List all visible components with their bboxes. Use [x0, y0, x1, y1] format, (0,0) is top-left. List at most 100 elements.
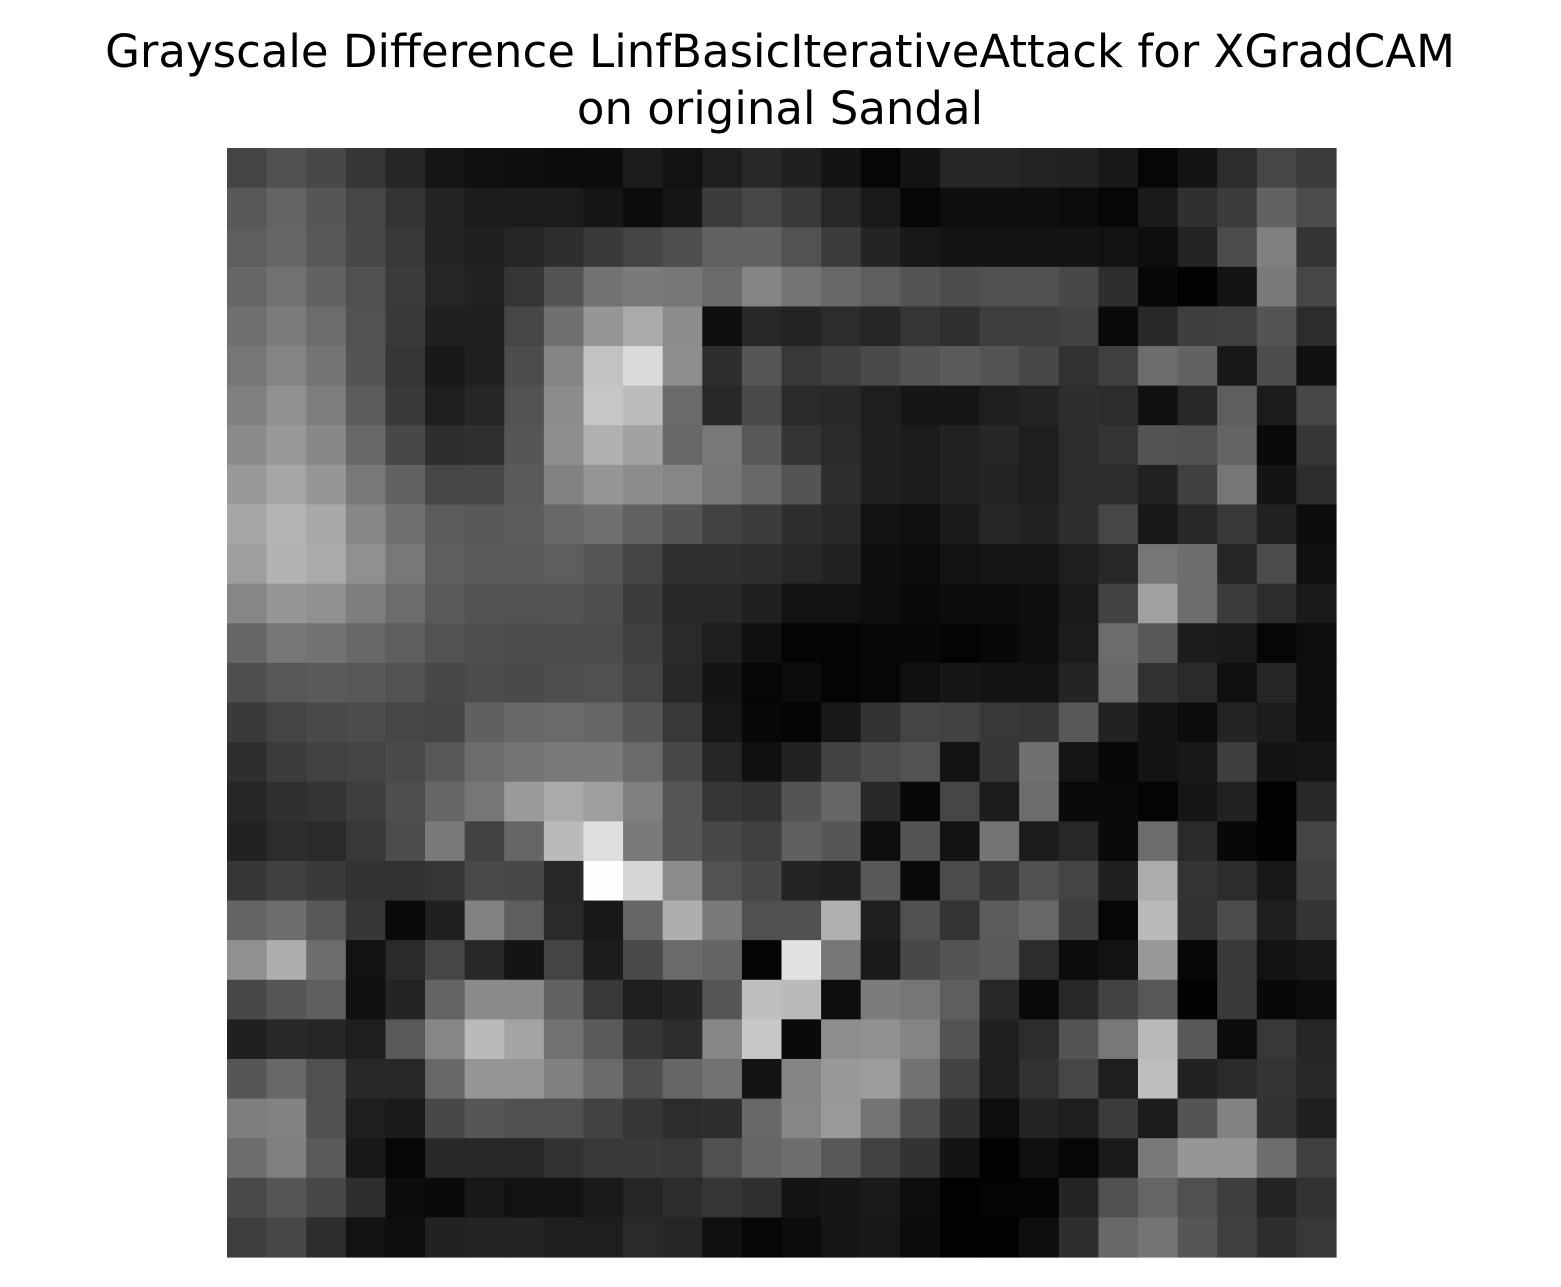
heatmap-cell-r4-c18 [939, 306, 981, 347]
heatmap-cell-r12-c5 [425, 623, 466, 664]
heatmap-cell-r25-c6 [464, 1138, 505, 1179]
heatmap-cell-r12-c23 [1137, 623, 1179, 664]
heatmap-cell-r24-c3 [345, 1098, 387, 1139]
heatmap-cell-r27-c19 [979, 1217, 1020, 1258]
heatmap-cell-r5-c19 [979, 346, 1020, 387]
heatmap-cell-r4-c27 [1296, 306, 1337, 347]
heatmap-cell-r8-c7 [504, 464, 545, 506]
heatmap-cell-r10-c0 [227, 544, 268, 585]
heatmap-cell-r8-c27 [1296, 464, 1337, 506]
heatmap-cell-r26-c13 [741, 1177, 783, 1218]
heatmap-cell-r18-c25 [1217, 860, 1258, 902]
heatmap-cell-r15-c21 [1058, 742, 1099, 783]
heatmap-cell-r6-c15 [821, 385, 862, 426]
heatmap-cell-r2-c6 [464, 227, 505, 268]
heatmap-cell-r0-c16 [860, 148, 901, 189]
heatmap-cell-r21-c12 [702, 979, 743, 1020]
heatmap-cell-r16-c4 [385, 781, 426, 822]
heatmap-cell-r15-c10 [623, 742, 664, 783]
heatmap-cell-r13-c1 [266, 662, 307, 704]
heatmap-cell-r1-c24 [1177, 187, 1218, 228]
heatmap-cell-r2-c7 [504, 227, 545, 268]
heatmap-cell-r23-c14 [781, 1058, 822, 1100]
heatmap-cell-r11-c17 [900, 583, 941, 624]
heatmap-cell-r8-c18 [939, 464, 981, 506]
heatmap-cell-r17-c18 [939, 821, 981, 862]
heatmap-cell-r18-c12 [702, 860, 743, 902]
heatmap-cell-r23-c11 [662, 1058, 703, 1100]
heatmap-cell-r22-c26 [1256, 1019, 1297, 1060]
heatmap-cell-r23-c18 [939, 1058, 981, 1100]
heatmap-cell-r6-c16 [860, 385, 901, 426]
heatmap-cell-r25-c13 [741, 1138, 783, 1179]
heatmap-cell-r2-c18 [939, 227, 981, 268]
heatmap-cell-r11-c5 [425, 583, 466, 624]
heatmap-cell-r25-c8 [543, 1138, 585, 1179]
heatmap-cell-r17-c7 [504, 821, 545, 862]
heatmap-cell-r7-c2 [306, 425, 347, 466]
heatmap-cell-r12-c25 [1217, 623, 1258, 664]
heatmap-cell-r4-c2 [306, 306, 347, 347]
heatmap-cell-r26-c26 [1256, 1177, 1297, 1218]
heatmap-cell-r23-c15 [821, 1058, 862, 1100]
heatmap-cell-r23-c2 [306, 1058, 347, 1100]
heatmap-cell-r1-c27 [1296, 187, 1337, 228]
heatmap-cell-r10-c15 [821, 544, 862, 585]
heatmap-cell-r24-c26 [1256, 1098, 1297, 1139]
heatmap-cell-r9-c26 [1256, 504, 1297, 545]
heatmap-cell-r11-c22 [1098, 583, 1139, 624]
heatmap-cell-r3-c6 [464, 266, 505, 308]
heatmap-cell-r16-c2 [306, 781, 347, 822]
heatmap-cell-r24-c10 [623, 1098, 664, 1139]
heatmap-cell-r7-c20 [1019, 425, 1060, 466]
heatmap-cell-r0-c3 [345, 148, 387, 189]
heatmap-cell-r20-c1 [266, 940, 307, 981]
heatmap-cell-r4-c22 [1098, 306, 1139, 347]
heatmap-cell-r11-c26 [1256, 583, 1297, 624]
heatmap-cell-r8-c23 [1137, 464, 1179, 506]
heatmap-cell-r24-c2 [306, 1098, 347, 1139]
heatmap-cell-r23-c5 [425, 1058, 466, 1100]
heatmap-cell-r10-c19 [979, 544, 1020, 585]
heatmap-cell-r10-c11 [662, 544, 703, 585]
heatmap-cell-r24-c27 [1296, 1098, 1337, 1139]
heatmap-cell-r9-c21 [1058, 504, 1099, 545]
heatmap-cell-r25-c25 [1217, 1138, 1258, 1179]
heatmap-cell-r7-c26 [1256, 425, 1297, 466]
heatmap-cell-r5-c1 [266, 346, 307, 387]
heatmap-cell-r4-c0 [227, 306, 268, 347]
heatmap-cell-r17-c27 [1296, 821, 1337, 862]
heatmap-cell-r3-c8 [543, 266, 585, 308]
heatmap-cell-r15-c23 [1137, 742, 1179, 783]
heatmap-cell-r19-c21 [1058, 900, 1099, 941]
heatmap-cell-r10-c13 [741, 544, 783, 585]
heatmap-cell-r20-c16 [860, 940, 901, 981]
heatmap-cell-r2-c19 [979, 227, 1020, 268]
heatmap-cell-r21-c4 [385, 979, 426, 1020]
heatmap-cell-r12-c14 [781, 623, 822, 664]
heatmap-cell-r2-c20 [1019, 227, 1060, 268]
heatmap-cell-r16-c12 [702, 781, 743, 822]
heatmap-cell-r4-c6 [464, 306, 505, 347]
heatmap-cell-r4-c12 [702, 306, 743, 347]
heatmap-cell-r1-c6 [464, 187, 505, 228]
heatmap-cell-r20-c26 [1256, 940, 1297, 981]
heatmap-cell-r26-c27 [1296, 1177, 1337, 1218]
heatmap-cell-r24-c21 [1058, 1098, 1099, 1139]
heatmap-cell-r6-c18 [939, 385, 981, 426]
heatmap-cell-r4-c8 [543, 306, 585, 347]
heatmap-cell-r16-c10 [623, 781, 664, 822]
heatmap-cell-r4-c4 [385, 306, 426, 347]
heatmap-cell-r0-c19 [979, 148, 1020, 189]
heatmap-cell-r11-c25 [1217, 583, 1258, 624]
heatmap-cell-r7-c18 [939, 425, 981, 466]
heatmap-cell-r16-c18 [939, 781, 981, 822]
heatmap-cell-r1-c8 [543, 187, 585, 228]
heatmap-cell-r9-c19 [979, 504, 1020, 545]
heatmap-cell-r5-c15 [821, 346, 862, 387]
heatmap-cell-r13-c0 [227, 662, 268, 704]
heatmap-cell-r19-c6 [464, 900, 505, 941]
heatmap-cell-r8-c10 [623, 464, 664, 506]
heatmap-cell-r2-c10 [623, 227, 664, 268]
heatmap-grid [227, 148, 1337, 1258]
